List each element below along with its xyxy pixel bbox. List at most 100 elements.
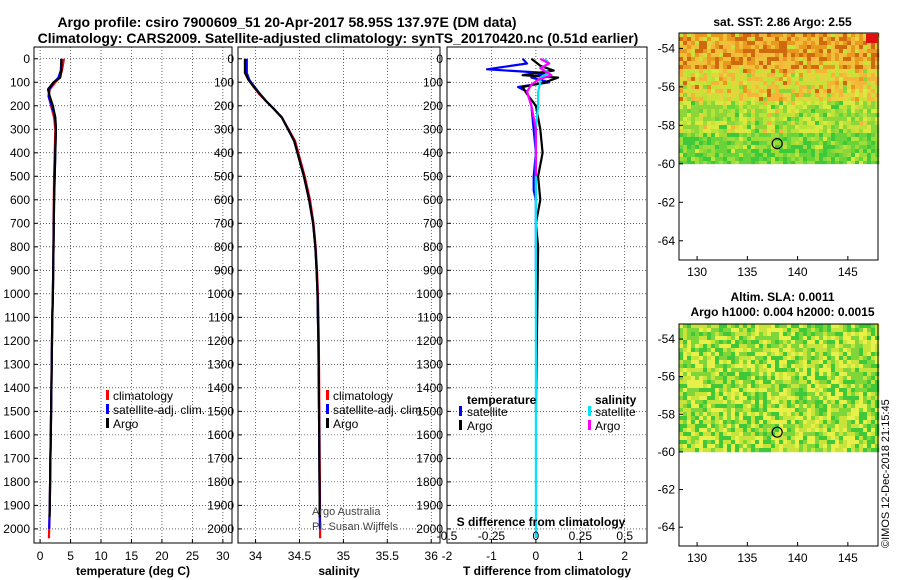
y-tick-label: 1800	[416, 475, 443, 489]
salinity-profile-panel: 34 34.5 35 35.5 3601002003004005006007008009…	[207, 46, 441, 578]
x-tick-label: 20	[155, 549, 169, 563]
y-tick-label: -58	[658, 118, 676, 132]
legend-swatch	[588, 420, 591, 430]
x-tick-label: 145	[838, 551, 858, 565]
x-tick-label: 2	[621, 549, 628, 563]
x-tick-label: -2	[442, 549, 453, 563]
y-tick-label: 1600	[3, 428, 30, 442]
legend-swatch	[459, 406, 462, 416]
map-title: Altim. SLA: 0.0011	[730, 290, 834, 304]
series-line-t-argo	[521, 57, 560, 412]
y-tick-label: 1200	[3, 334, 30, 348]
sst-map-panel: sat. SST: 2.86 Argo: 2.55 -54 -56 -58 -60 -62…	[658, 15, 880, 279]
x-tick-label: 30	[216, 549, 230, 563]
y-tick-label: -60	[658, 157, 676, 171]
y-tick-label: -56	[658, 370, 676, 384]
heatmap-cells	[679, 33, 880, 165]
x-tick-label: 5	[67, 549, 74, 563]
legend-label: satellite-adj. clim.	[113, 403, 205, 417]
legend-swatch	[459, 420, 462, 430]
y-tick-label: 1300	[416, 357, 443, 371]
y-tick-label: 1100	[417, 310, 443, 324]
y-tick-label: 2000	[416, 522, 443, 536]
y-tick-label: 1900	[207, 498, 234, 512]
plot-frame	[446, 46, 648, 544]
y-tick-label: 0	[436, 52, 443, 66]
x-tick-label: 0	[533, 549, 540, 563]
x-axis-label: T difference from climatology	[463, 564, 631, 578]
legend-swatch	[106, 404, 109, 414]
y-tick-label: 900	[214, 263, 234, 277]
figure-title-line1: Argo profile: csiro 7900609_51 20-Apr-20…	[57, 14, 516, 30]
temperature-profile-panel: 0 5 10 15 20 25 300100200300400500600700800900…	[3, 46, 233, 578]
y-tick-label: 800	[214, 240, 234, 254]
x-tick-label: 36	[425, 549, 439, 563]
y-tick-label: 1000	[207, 287, 234, 301]
x-tick-label: 35.5	[376, 549, 400, 563]
y-tick-label: 1600	[207, 428, 234, 442]
figure-title-line2: Climatology: CARS2009. Satellite-adjuste…	[38, 30, 639, 46]
x-tick-label: 34.5	[288, 549, 312, 563]
y-tick-label: 1300	[3, 357, 30, 371]
legend-swatch	[106, 418, 109, 428]
s-tick-label: -0.25	[478, 529, 506, 543]
y-tick-label: -62	[658, 483, 676, 497]
legend-label: Argo	[113, 417, 139, 431]
y-tick-label: -54	[658, 41, 676, 55]
series-line-argo	[243, 58, 321, 518]
sst-hot-patch	[866, 33, 878, 43]
x-tick-label: 140	[788, 551, 808, 565]
y-tick-label: 0	[227, 52, 234, 66]
legend-swatch	[326, 418, 329, 428]
y-tick-label: 700	[10, 216, 30, 230]
timestamp-stamp: ©IMOS 12-Dec-2018 21:15:45	[880, 399, 892, 548]
plot-frame	[33, 46, 233, 544]
legend-label: Argo	[595, 419, 621, 433]
y-tick-label: 1000	[416, 287, 443, 301]
x-tick-label: 35	[337, 549, 351, 563]
argo-location-marker	[771, 426, 783, 438]
s-tick-label: -0.5	[437, 529, 458, 543]
y-tick-label: 1100	[4, 310, 30, 324]
x-axis-label: salinity	[318, 564, 360, 578]
credit-line2: PI: Susan Wijffels	[312, 521, 398, 533]
legend-label: satellite	[467, 405, 508, 419]
series-line-argo	[46, 58, 63, 518]
y-tick-label: 500	[423, 169, 443, 183]
map-frame	[678, 323, 879, 547]
x-tick-label: 1	[577, 549, 584, 563]
plot-area	[238, 47, 440, 543]
y-tick-label: 1400	[207, 381, 234, 395]
y-tick-label: 1800	[3, 475, 30, 489]
plot-area	[34, 47, 232, 543]
y-tick-label: 1500	[3, 404, 30, 418]
y-tick-label: 300	[214, 122, 234, 136]
y-tick-label: 1000	[3, 287, 30, 301]
s-tick-label: 0	[533, 529, 540, 543]
x-axis-label-top: S difference from climatology	[457, 515, 626, 529]
y-tick-label: 1400	[416, 381, 443, 395]
legend-swatch	[588, 406, 591, 416]
x-tick-label: 140	[788, 265, 808, 279]
credit: Argo Australia PI: Susan Wijffels	[312, 506, 398, 533]
argo-location-marker	[771, 138, 783, 150]
y-tick-label: 600	[214, 193, 234, 207]
y-tick-label: 200	[423, 99, 443, 113]
y-tick-label: 500	[214, 169, 234, 183]
y-tick-label: -64	[658, 234, 676, 248]
y-tick-label: 1700	[416, 451, 443, 465]
y-tick-label: 200	[214, 99, 234, 113]
y-tick-label: 1200	[207, 334, 234, 348]
x-tick-label: -1	[486, 549, 497, 563]
x-axis-label: temperature (deg C)	[76, 564, 190, 578]
x-tick-label: 145	[838, 265, 858, 279]
y-tick-label: 400	[10, 146, 30, 160]
x-tick-label: 130	[687, 551, 707, 565]
map-title: sat. SST: 2.86 Argo: 2.55	[713, 15, 852, 29]
y-tick-label: 100	[423, 75, 443, 89]
x-tick-label: 130	[687, 265, 707, 279]
y-tick-label: 1900	[3, 498, 30, 512]
legend-label: Argo	[333, 417, 359, 431]
